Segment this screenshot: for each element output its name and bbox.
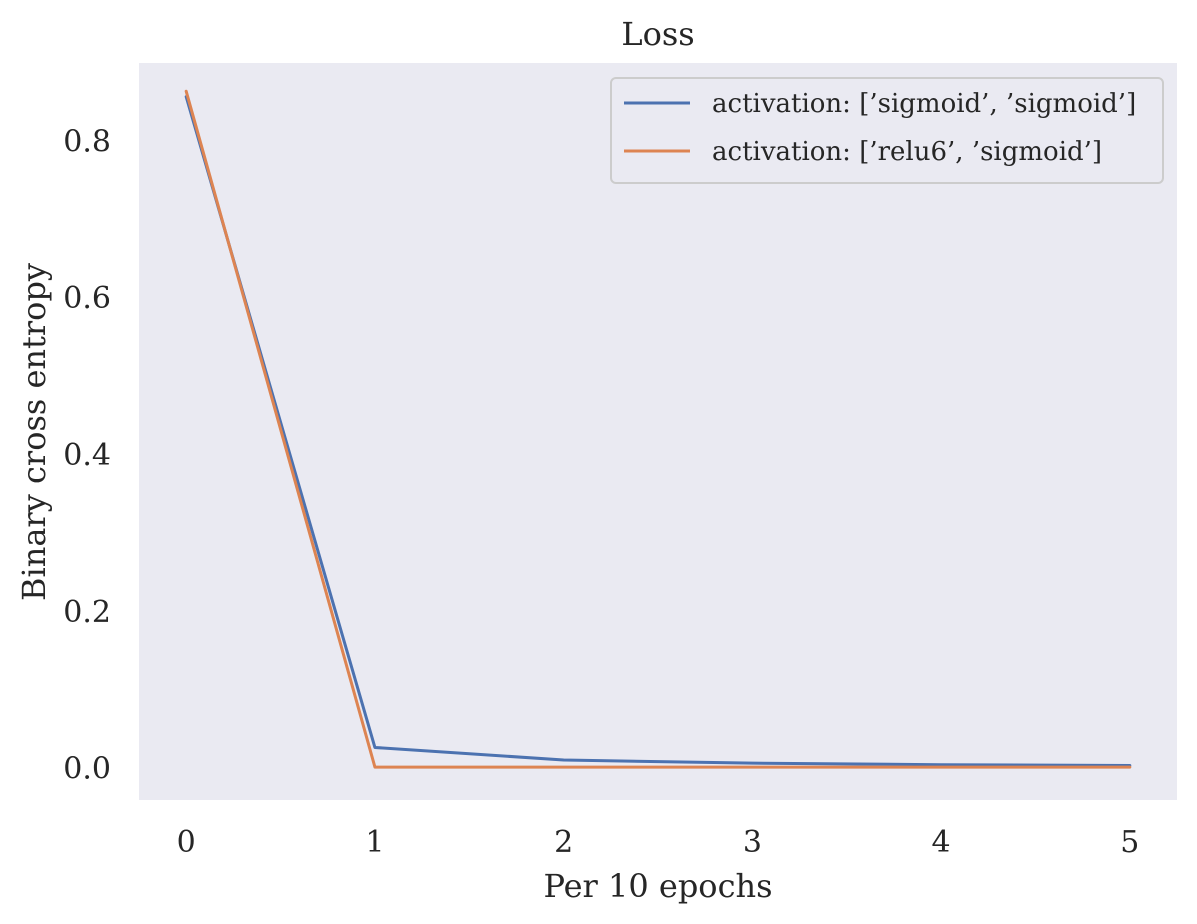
x-tick-label: 1 (365, 825, 384, 860)
x-tick-label: 3 (743, 825, 762, 860)
plot-area (139, 63, 1177, 800)
series-lines (184, 89, 1132, 769)
chart-title: Loss (621, 15, 694, 53)
legend-box (610, 77, 1164, 184)
x-tick-label: 4 (932, 825, 951, 860)
y-tick-label: 0.8 (63, 124, 111, 159)
x-tick-label: 0 (177, 825, 196, 860)
x-axis-label: Per 10 epochs (543, 867, 772, 905)
series-line-2 (184, 89, 1132, 769)
legend-label: activation: [’sigmoid’, ’sigmoid’] (712, 89, 1136, 119)
x-ticks: 0 1 2 3 4 5 (177, 825, 1140, 860)
y-tick-label: 0.0 (63, 752, 111, 787)
y-ticks: 0.0 0.2 0.4 0.6 0.8 (63, 124, 111, 786)
y-tick-label: 0.6 (63, 281, 111, 316)
y-tick-label: 0.2 (63, 595, 111, 630)
legend: activation: [’sigmoid’, ’sigmoid’] activa… (610, 77, 1164, 184)
series-line-1 (184, 95, 1132, 768)
y-axis-label: Binary cross entropy (15, 263, 53, 601)
x-tick-label: 5 (1120, 825, 1139, 860)
x-tick-label: 2 (554, 825, 573, 860)
y-tick-label: 0.4 (63, 438, 111, 473)
legend-label: activation: [’relu6’, ’sigmoid’] (712, 137, 1102, 167)
